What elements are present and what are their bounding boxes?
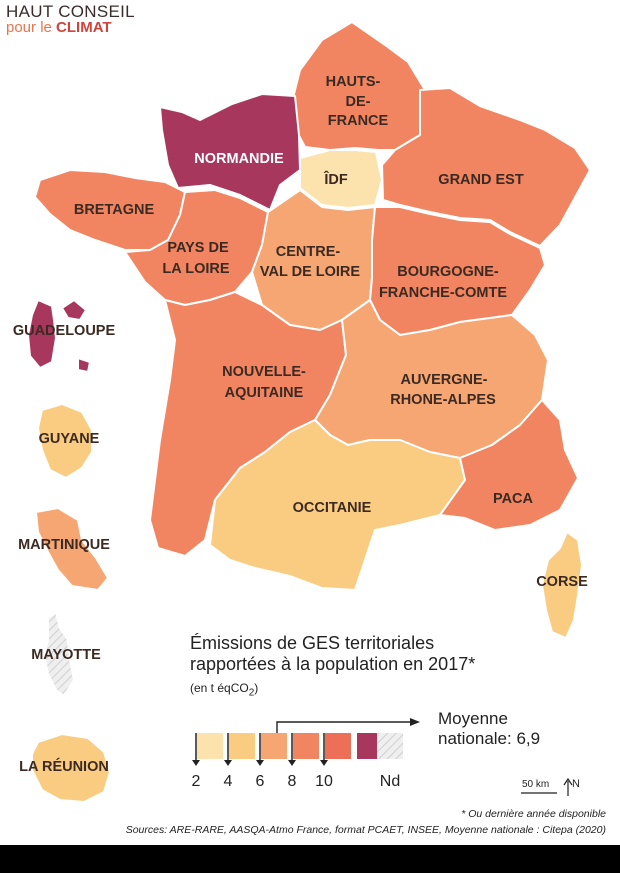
average-label-line-1: Moyenne	[438, 709, 508, 728]
label-ara-2: RHONE-ALPES	[390, 392, 496, 408]
logo-line-2: pour le CLIMAT	[6, 19, 112, 36]
legend-unit-sub: 2	[248, 687, 255, 699]
label-bfc-2: FRANCHE-COMTE	[379, 285, 507, 301]
legend-tick-label-1: 2	[192, 773, 201, 790]
logo-line-1: HAUT CONSEIL	[6, 2, 135, 21]
label-mayotte: MAYOTTE	[31, 647, 101, 663]
legend-title-line-1: Émissions de GES territoriales	[190, 633, 435, 653]
label-paca: PACA	[493, 491, 534, 507]
north-label: N	[572, 778, 580, 790]
region-normandie[interactable]	[159, 93, 301, 211]
legend-tick-label-3: 6	[256, 773, 265, 790]
label-corse: CORSE	[536, 574, 588, 590]
region-paca[interactable]	[439, 399, 579, 531]
label-guyane: GUYANE	[39, 431, 100, 447]
map-page: HAUT CONSEIL pour le CLIMAT	[0, 0, 620, 845]
label-hdf-2: DE-	[346, 94, 371, 110]
label-hdf-3: FRANCE	[328, 113, 389, 129]
legend-unit: (en t éqCO2)	[190, 681, 258, 698]
legend-title-line-2: rapportées à la population en 2017*	[190, 654, 476, 674]
label-cvl-2: VAL DE LOIRE	[260, 264, 360, 280]
legend-swatch-3	[261, 733, 287, 759]
legend-swatch-4	[293, 733, 319, 759]
region-mayotte[interactable]	[43, 611, 75, 697]
label-na-1: NOUVELLE-	[222, 364, 306, 380]
legend-tick-label-4: 8	[288, 773, 297, 790]
legend-title: Émissions de GES territoriales rapportée…	[190, 633, 475, 675]
label-bretagne: BRETAGNE	[74, 202, 155, 218]
scale-bar-label: 50 km	[522, 779, 550, 790]
average-label: Moyenne nationale: 6,9	[438, 709, 540, 749]
region-grand-est[interactable]	[381, 87, 591, 247]
region-corse[interactable]	[541, 531, 583, 639]
region-idf[interactable]	[299, 149, 383, 209]
legend-unit-suffix: )	[254, 681, 259, 695]
label-ara-1: AUVERGNE-	[400, 372, 487, 388]
label-cvl-1: CENTRE-	[276, 244, 341, 260]
legend-unit-prefix: (en t éqCO	[190, 681, 249, 695]
legend-swatch-nd	[377, 733, 403, 759]
legend-tick-label-2: 4	[224, 773, 233, 790]
label-grand-est: GRAND EST	[438, 172, 524, 188]
label-idf: ÎDF	[323, 170, 348, 188]
logo-strong: CLIMAT	[56, 19, 112, 36]
region-guyane[interactable]	[37, 403, 93, 479]
legend-tick-label-5: 10	[315, 773, 333, 790]
label-guadeloupe: GUADELOUPE	[13, 323, 116, 339]
france-map: HAUTS- DE- FRANCE NORMANDIE ÎDF GRAND ES…	[13, 21, 591, 803]
region-la-reunion[interactable]	[31, 733, 111, 803]
label-pdl-2: LA LOIRE	[162, 261, 229, 277]
north-arrow-icon	[563, 777, 573, 796]
average-label-line-2: nationale: 6,9	[438, 729, 541, 748]
legend-swatch-2	[229, 733, 255, 759]
legend-tick-marks	[195, 733, 325, 762]
legend-swatch-1	[197, 733, 223, 759]
average-pointer	[276, 718, 420, 733]
label-hdf-1: HAUTS-	[326, 74, 381, 90]
legend-tick-arrows	[192, 760, 328, 766]
label-na-2: AQUITAINE	[225, 385, 304, 401]
label-bfc-1: BOURGOGNE-	[397, 264, 499, 280]
label-la-reunion: LA RÉUNION	[19, 758, 109, 775]
sources: Sources: ARE-RARE, AASQA-Atmo France, fo…	[125, 824, 606, 836]
legend-swatch-5	[325, 733, 351, 759]
footnote: * Ou dernière année disponible	[461, 808, 606, 820]
label-occitanie: OCCITANIE	[293, 500, 372, 516]
legend-scale: 2 4 6 8 10 Nd	[192, 718, 420, 790]
label-normandie: NORMANDIE	[194, 151, 284, 167]
label-pdl-1: PAYS DE	[167, 240, 229, 256]
region-guadeloupe[interactable]	[27, 299, 91, 373]
label-martinique: MARTINIQUE	[18, 537, 110, 553]
region-martinique[interactable]	[35, 507, 109, 591]
legend-nd-label: Nd	[380, 773, 400, 790]
logo-prefix: pour le	[6, 19, 52, 36]
